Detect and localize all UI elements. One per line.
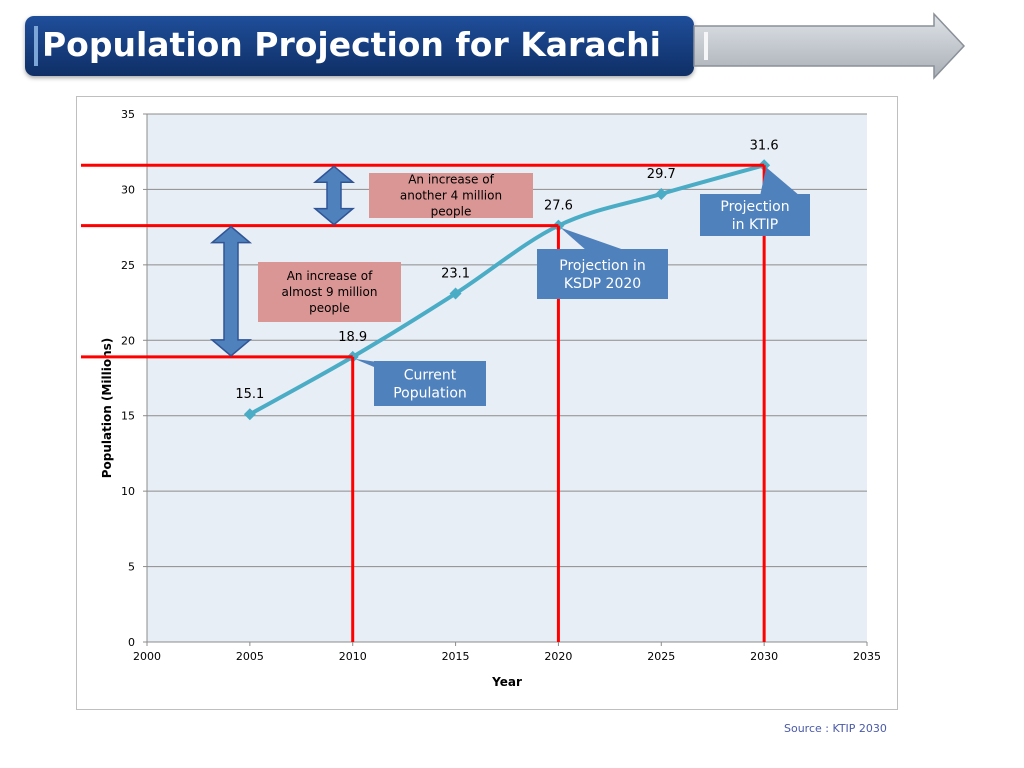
increase-9m-arrow-icon <box>209 225 253 357</box>
data-label: 31.6 <box>750 138 779 153</box>
page-title: Population Projection for Karachi <box>42 25 661 64</box>
x-tick-label: 2010 <box>339 650 367 663</box>
x-tick-label: 2030 <box>750 650 778 663</box>
data-point-marker <box>449 287 462 300</box>
callout-increase-9m <box>258 262 401 322</box>
callout-ksdp-2020 <box>537 249 668 299</box>
data-point-marker <box>552 219 565 232</box>
callout-increase-9m-text: An increase of <box>287 269 373 283</box>
y-tick-label: 20 <box>121 334 135 347</box>
callout-ktip-text: in KTIP <box>732 217 778 233</box>
chart-frame: 0 5 10 15 20 25 30 35 2000 2005 2010 2015 2020 2025 20… <box>76 96 898 710</box>
y-tick-label: 5 <box>128 561 135 574</box>
x-tick-label: 2025 <box>647 650 675 663</box>
decorative-arrow-icon <box>693 12 966 80</box>
callout-increase-4m-text: An increase of <box>408 173 494 187</box>
y-tick-label: 0 <box>128 636 135 649</box>
callout-ksdp-2020-text: KSDP 2020 <box>564 276 641 292</box>
callout-ksdp-2020-pointer <box>560 227 627 251</box>
increase-4m-arrow-icon <box>312 165 356 226</box>
y-axis-title: Population (Millions) <box>100 338 114 479</box>
y-tick-label: 35 <box>121 108 135 121</box>
data-point-marker <box>243 408 256 421</box>
data-label: 29.7 <box>647 167 676 182</box>
title-accent <box>34 26 38 66</box>
x-axis-title: Year <box>491 675 522 689</box>
data-label: 15.1 <box>235 387 264 402</box>
callout-increase-4m-text: people <box>431 205 472 219</box>
callout-increase-9m-text: almost 9 million <box>282 285 378 299</box>
callout-ktip <box>700 194 810 236</box>
x-tick-label: 2005 <box>236 650 264 663</box>
callout-ktip-pointer <box>760 167 800 196</box>
data-label: 27.6 <box>544 199 573 214</box>
callout-increase-9m-text: people <box>309 301 350 315</box>
x-tick-label: 2020 <box>544 650 572 663</box>
source-note: Source : KTIP 2030 <box>784 722 887 735</box>
data-point-marker <box>655 187 668 200</box>
title-banner <box>25 16 694 76</box>
callout-ksdp-2020-text: Projection in <box>559 258 645 274</box>
callout-current-population-text: Current <box>404 367 457 383</box>
data-label: 23.1 <box>441 267 470 282</box>
callout-increase-4m <box>369 173 533 218</box>
callout-current-population-text: Population <box>393 385 467 401</box>
data-label: 18.9 <box>338 330 367 345</box>
y-tick-label: 30 <box>121 183 135 196</box>
callout-ktip-text: Projection <box>720 199 789 215</box>
x-tick-label: 2035 <box>853 650 881 663</box>
y-tick-label: 10 <box>121 485 135 498</box>
x-tick-label: 2000 <box>133 650 161 663</box>
y-tick-label: 25 <box>121 259 135 272</box>
y-tick-label: 15 <box>121 410 135 423</box>
callout-increase-4m-text: another 4 million <box>400 189 502 203</box>
x-tick-label: 2015 <box>442 650 470 663</box>
callout-current-population <box>374 361 486 406</box>
series-line <box>247 163 767 417</box>
